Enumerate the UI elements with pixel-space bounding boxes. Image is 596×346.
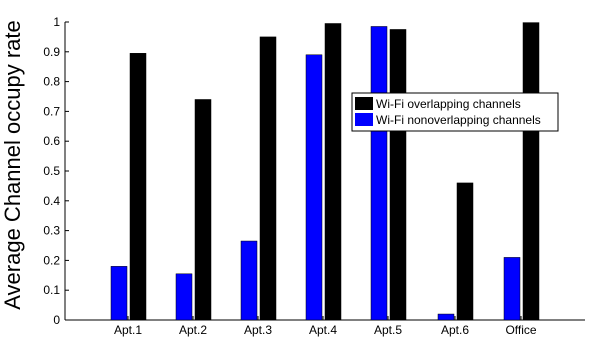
x-tick-label: Apt.2: [179, 323, 207, 337]
y-tick-label: 0: [53, 313, 60, 327]
legend-label: Wi-Fi nonoverlapping channels: [376, 113, 541, 127]
bar-overlapping: [259, 36, 277, 321]
bar-nonoverlapping: [503, 257, 521, 321]
y-tick-label: 0.7: [43, 104, 60, 118]
bar-overlapping: [522, 22, 540, 321]
x-tick-label: Apt.5: [374, 323, 402, 337]
bar-overlapping: [324, 23, 342, 321]
legend-box: [351, 92, 559, 132]
bar-overlapping: [456, 182, 474, 321]
x-ticks: Apt.1 Apt.2 Apt.3 Apt.4 Apt.5 Apt.6 Office: [114, 316, 537, 337]
bar-nonoverlapping: [175, 273, 193, 321]
x-tick-label: Office: [505, 323, 536, 337]
y-tick-label: 0.3: [43, 224, 60, 238]
bar-nonoverlapping: [437, 313, 455, 321]
x-tick-label: Apt.4: [309, 323, 337, 337]
bar-nonoverlapping: [370, 26, 388, 321]
x-tick-label: Apt.3: [244, 323, 272, 337]
y-tick-label: 0.4: [43, 194, 60, 208]
y-tick-label: 0.5: [43, 164, 60, 178]
bar-overlapping: [389, 29, 407, 321]
legend-swatch: [355, 97, 373, 110]
x-tick-label: Apt.1: [114, 323, 142, 337]
bar-nonoverlapping: [110, 266, 128, 321]
bar-nonoverlapping: [240, 240, 258, 321]
legend-label: Wi-Fi overlapping channels: [376, 97, 521, 111]
x-tick-label: Apt.6: [441, 323, 469, 337]
y-ticks: 0 0.1 0.2 0.3 0.4 0.5 0.6 0.7 0.8 0.9 1: [43, 15, 69, 327]
bars: [110, 22, 540, 321]
legend-swatch: [355, 113, 373, 126]
y-tick-label: 0.1: [43, 283, 60, 297]
y-axis-label: Average Channel occupy rate: [0, 20, 25, 309]
legend: Wi-Fi overlapping channels Wi-Fi nonoverl…: [351, 92, 559, 132]
bar-overlapping: [194, 99, 212, 321]
y-tick-label: 0.6: [43, 134, 60, 148]
y-tick-label: 1: [53, 15, 60, 29]
y-tick-label: 0.8: [43, 75, 60, 89]
y-tick-label: 0.9: [43, 45, 60, 59]
bar-nonoverlapping: [305, 54, 323, 321]
y-tick-label: 0.2: [43, 253, 60, 267]
bar-overlapping: [129, 53, 147, 321]
